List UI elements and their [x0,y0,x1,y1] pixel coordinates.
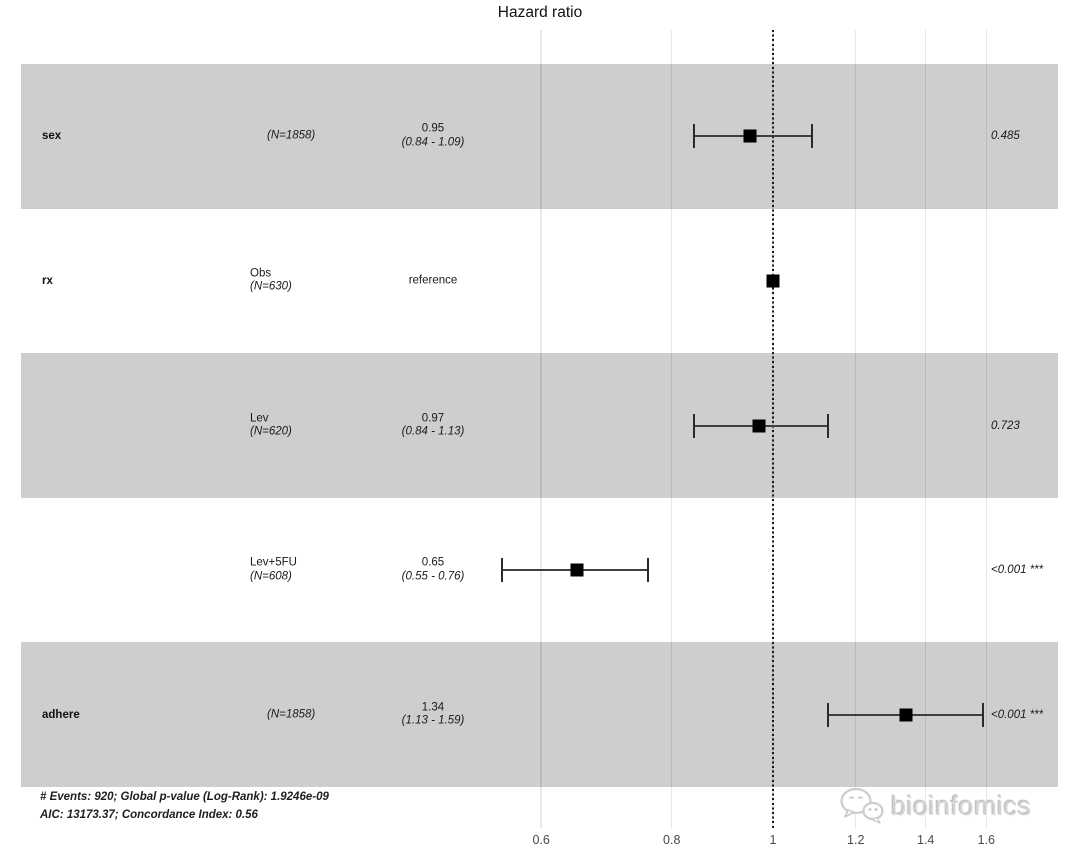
footer-line-aic: AIC: 13173.37; Concordance Index: 0.56 [40,809,258,821]
row-band [21,353,1058,498]
n-label: (N=608) [250,570,292,583]
level-n-cell: (N=1858) [267,708,315,722]
level-n-cell: (N=1858) [267,130,315,144]
ci-cap-right [827,413,830,438]
level-label: Lev+5FU [250,556,297,569]
x-gridline [540,30,542,828]
ci-cap-left [500,558,503,583]
estimate-value: 1.34 [421,701,445,714]
n-label: (N=630) [250,280,292,293]
p-value-label: 0.485 [991,130,1020,143]
ci-text: (0.84 - 1.09) [401,136,465,149]
variable-label: adhere [42,708,80,721]
hr-point-marker [570,563,584,577]
p-value-label: <0.001 *** [991,564,1044,577]
estimate-value: reference [408,274,458,287]
p-value-label: <0.001 *** [991,708,1044,721]
hr-point-marker [752,419,766,432]
ci-cap-right [647,558,650,583]
ci-text: (1.13 - 1.59) [401,714,465,727]
n-label: (N=1858) [267,129,316,142]
ci-cap-left [692,413,695,438]
estimate-cell: 0.95 (0.84 - 1.09) [402,123,465,150]
estimate-cell: 1.34 (1.13 - 1.59) [402,701,465,728]
estimate-value: 0.97 [421,412,445,424]
level-n-cell: Obs (N=630) [250,267,292,294]
level-n-cell: Lev (N=620) [250,412,292,439]
watermark-text: bioinfomics [891,790,1032,821]
estimate-value: 0.95 [421,122,445,135]
chart-title: Hazard ratio [497,4,583,21]
footer-stats: # Events: 920; Global p-value (Log-Rank)… [40,788,329,824]
ci-text: (0.84 - 1.13) [401,425,465,438]
estimate-value: 0.65 [421,556,445,569]
hr-point-marker [743,129,757,143]
ci-cap-left [827,702,830,727]
x-gridline [924,30,927,828]
footer-line-events: # Events: 920; Global p-value (Log-Rank)… [40,791,329,803]
hr-point-marker [766,274,780,288]
x-gridline [670,30,673,828]
x-gridline [854,30,857,828]
estimate-cell: 0.97 (0.84 - 1.13) [402,412,465,439]
x-tick-label: 1.4 [917,833,935,847]
row-band [21,64,1058,209]
ci-cap-right [811,124,814,149]
p-value-label: 0.723 [991,419,1020,432]
hr-point-marker [899,708,913,722]
wechat-chat-bubbles-icon [840,787,884,824]
ci-cap-left [692,124,695,149]
level-label: Lev [250,412,269,424]
estimate-cell: reference [409,274,458,288]
reference-line [772,30,774,828]
variable-label: sex [42,130,62,143]
n-label: (N=620) [250,425,292,438]
n-label: (N=1858) [267,707,316,720]
level-n-cell: Lev+5FU (N=608) [250,557,297,584]
x-tick-label: 1.6 [977,833,995,847]
x-tick-label: 0.8 [663,833,681,847]
estimate-cell: 0.65 (0.55 - 0.76) [402,557,465,584]
ci-cap-right [982,702,985,727]
x-gridline [985,30,988,828]
level-label: Obs [250,267,272,280]
ci-text: (0.55 - 0.76) [401,570,465,583]
x-tick-label: 1 [769,833,777,847]
x-tick-label: 0.6 [532,833,550,847]
watermark: bioinfomics [838,786,1032,826]
variable-label: rx [42,274,53,287]
x-tick-label: 1.2 [847,833,865,847]
